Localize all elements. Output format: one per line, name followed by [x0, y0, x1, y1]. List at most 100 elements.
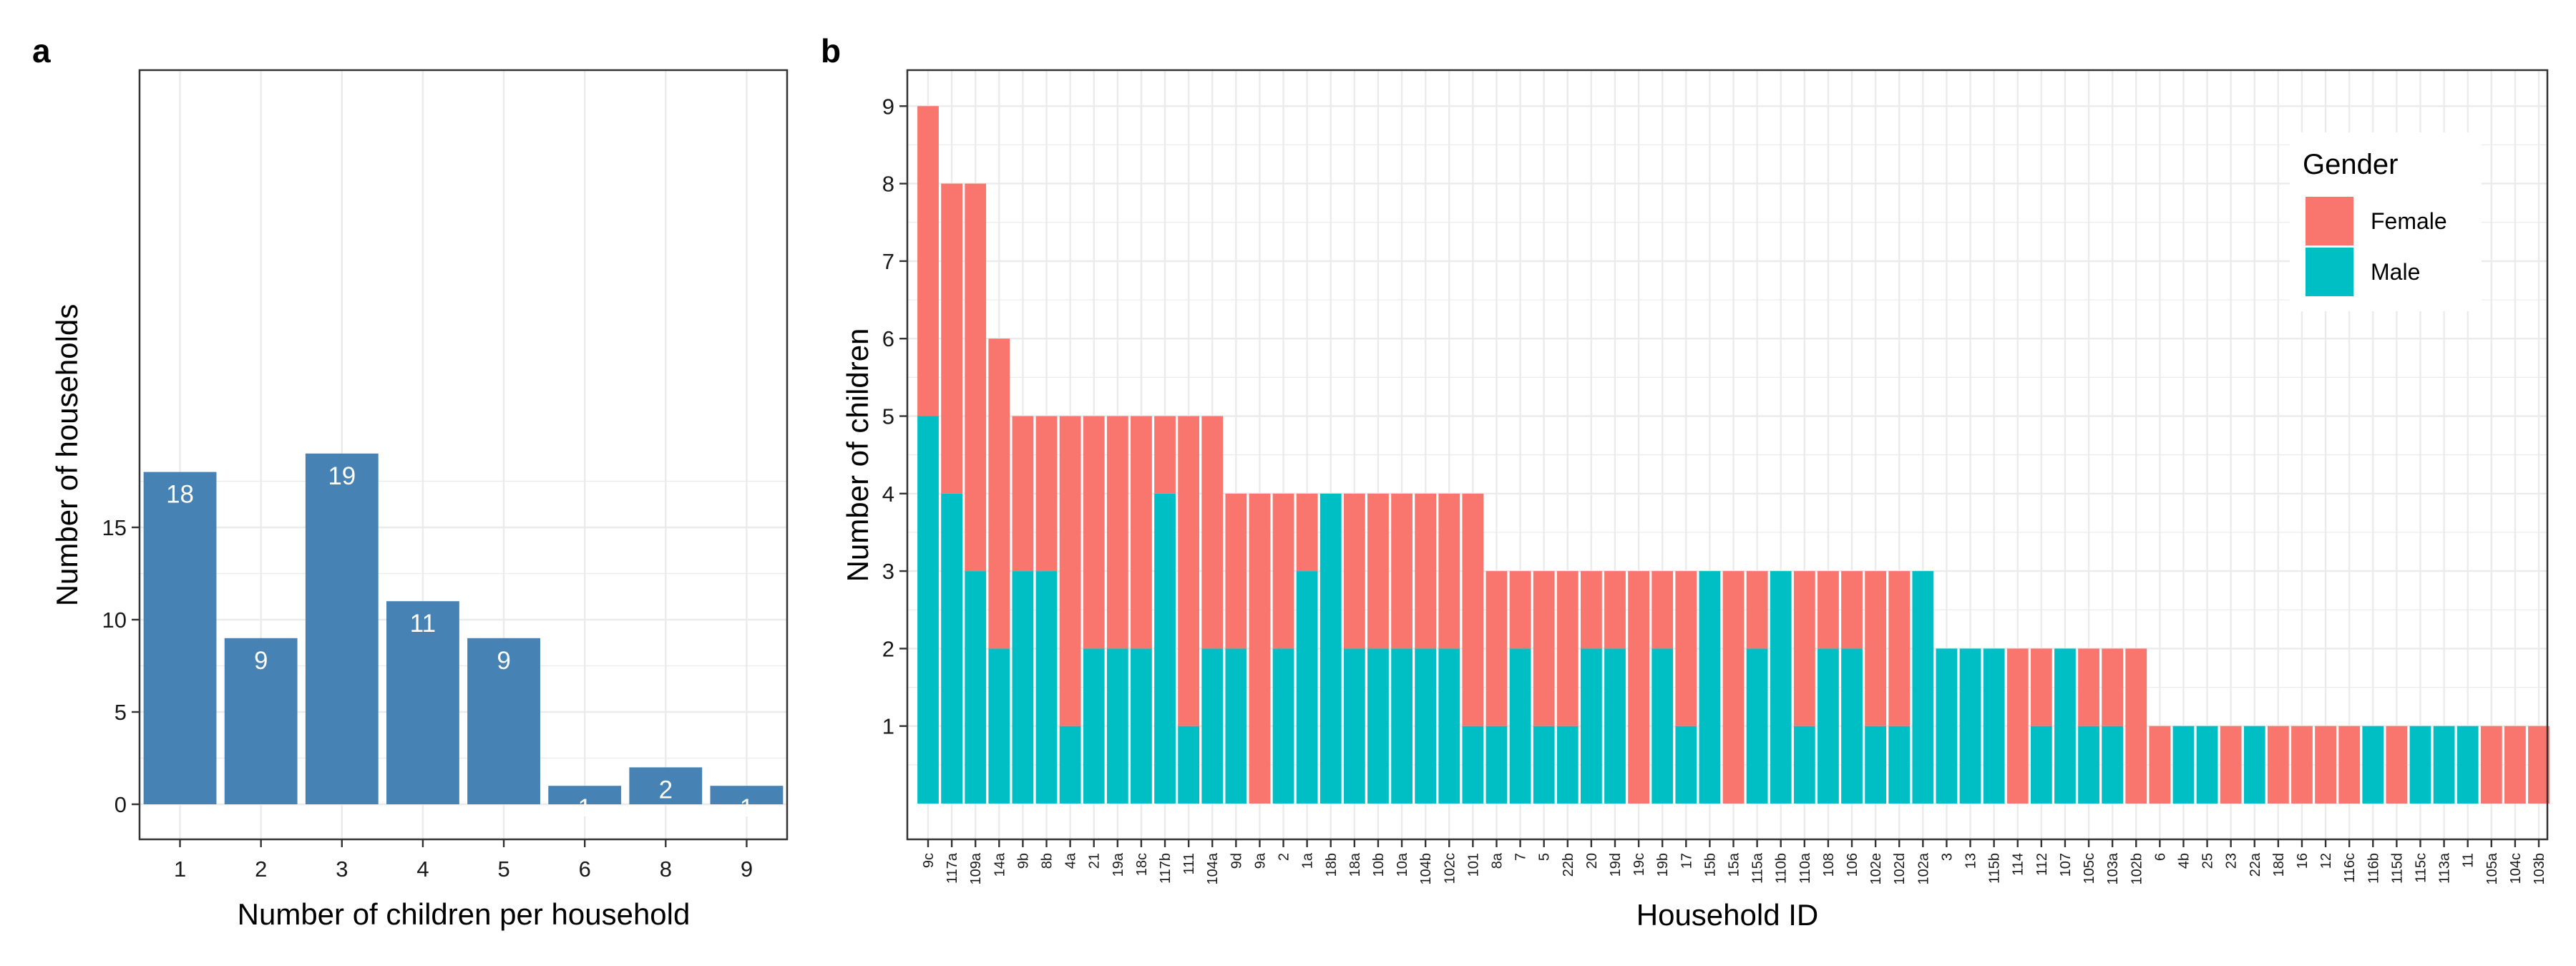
bar-male-9d: [1225, 648, 1247, 804]
x-tick-label: 6: [2152, 853, 2168, 861]
panel-a-y-axis-title: Number of households: [50, 304, 84, 607]
x-tick-label: 25: [2200, 853, 2216, 869]
x-tick-label: 19d: [1608, 853, 1624, 877]
x-tick-label: 4b: [2176, 853, 2192, 869]
bar-female-9b: [1012, 416, 1034, 572]
y-tick-label: 4: [882, 482, 894, 507]
bar-female-101: [1462, 493, 1484, 726]
y-tick-label: 0: [114, 792, 127, 817]
bar-male-18b: [1319, 493, 1342, 804]
bar-female-103a: [2102, 648, 2124, 726]
x-tick-label: 15a: [1727, 852, 1742, 877]
bar-male-10b: [1367, 648, 1389, 804]
legend-swatch-male: [2306, 248, 2353, 296]
bar-female-102e: [1865, 571, 1887, 726]
x-tick-label: 22b: [1561, 853, 1576, 877]
bar-6: [548, 786, 622, 804]
bar-female-102c: [1438, 493, 1460, 649]
bar-male-117b: [1154, 493, 1176, 804]
bar-male-2: [1272, 648, 1294, 804]
x-tick-label: 115d: [2389, 853, 2405, 884]
bar-male-11: [2457, 726, 2479, 804]
bar-male-109a: [965, 571, 987, 804]
x-tick-label: 109a: [968, 852, 984, 884]
y-tick-label: 3: [882, 559, 894, 584]
bar-female-4a: [1059, 416, 1081, 726]
bar-female-19a: [1106, 416, 1128, 649]
bar-female-10a: [1391, 493, 1413, 649]
bar-label-9: 1: [740, 794, 753, 822]
bar-female-115d: [2386, 726, 2408, 804]
bar-label-8: 2: [659, 776, 673, 804]
x-tick-label: 5: [1537, 853, 1553, 861]
bar-female-15a: [1722, 571, 1745, 804]
bar-male-15b: [1699, 571, 1721, 804]
bar-female-106: [1841, 571, 1863, 649]
bar-male-111: [1178, 726, 1200, 804]
bar-male-106: [1841, 648, 1863, 804]
x-tick-label: 18a: [1347, 852, 1363, 877]
x-tick-label: 2: [1277, 853, 1292, 861]
y-tick-label: 5: [882, 404, 894, 429]
x-tick-label: 3: [1939, 853, 1955, 861]
x-tick-label: 12: [2318, 853, 2334, 869]
bar-male-21: [1083, 648, 1105, 804]
bar-female-23: [2220, 726, 2242, 804]
bar-male-3: [1936, 648, 1958, 804]
bar-label-3: 19: [328, 462, 356, 490]
panel-b-x-ticks: 9c 117a 109a 14a 9b 8b 4a 21 19a 18c 117b 111 104a 9d…: [921, 839, 2547, 885]
legend-swatch-female: [2306, 197, 2353, 245]
bar-male-8b: [1035, 571, 1058, 804]
y-tick-label: 10: [102, 608, 127, 633]
bar-label-2: 9: [254, 647, 268, 675]
bar-8: [629, 767, 703, 804]
x-tick-label: 1: [174, 857, 186, 882]
bar-female-21: [1083, 416, 1105, 649]
bar-4: [386, 601, 459, 804]
x-tick-label: 18b: [1324, 853, 1340, 877]
bar-female-8b: [1035, 416, 1058, 572]
bar-female-117a: [941, 183, 962, 494]
bar-male-104b: [1415, 648, 1437, 804]
bar-male-4b: [2172, 726, 2195, 804]
x-tick-label: 105c: [2082, 853, 2097, 884]
bar-female-17: [1675, 571, 1697, 726]
bar-male-25: [2196, 726, 2218, 804]
bar-female-18a: [1343, 493, 1365, 649]
x-tick-label: 17: [1679, 853, 1694, 869]
bar-male-5: [1533, 726, 1555, 804]
y-tick-label: 1: [882, 714, 894, 739]
x-tick-label: 15b: [1702, 853, 1718, 877]
x-tick-label: 106: [1845, 853, 1860, 877]
bar-male-117a: [941, 493, 962, 804]
panel-a: a 18 9 19 11 9 1 2 1 0 5 10 15 1 2 3 4 5 6 8 9 Number of …: [32, 32, 789, 931]
y-tick-label: 2: [882, 636, 894, 661]
bar-male-22a: [2243, 726, 2265, 804]
bar-male-102e: [1865, 726, 1887, 804]
x-tick-label: 4a: [1063, 852, 1079, 869]
panel-a-y-ticks: 0 5 10 15: [102, 515, 140, 817]
x-tick-label: 103b: [2532, 853, 2547, 885]
bar-male-14a: [988, 648, 1010, 804]
x-tick-label: 117b: [1158, 853, 1174, 884]
bar-male-4a: [1059, 726, 1081, 804]
bar-female-114: [2006, 648, 2029, 804]
x-tick-label: 23: [2224, 853, 2240, 869]
bar-male-101: [1462, 726, 1484, 804]
x-tick-label: 102b: [2129, 853, 2145, 885]
x-tick-label: 10a: [1395, 852, 1410, 877]
panel-a-x-ticks: 1 2 3 4 5 6 8 9: [174, 839, 753, 882]
panel-a-letter: a: [32, 32, 51, 69]
bar-male-102a: [1912, 571, 1934, 804]
bar-female-111: [1178, 416, 1200, 726]
bar-female-117b: [1154, 416, 1176, 494]
bar-female-102b: [2125, 648, 2147, 804]
y-tick-label: 8: [882, 172, 894, 197]
y-tick-label: 5: [114, 700, 127, 725]
x-tick-label: 8a: [1489, 852, 1505, 869]
x-tick-label: 104b: [1418, 853, 1434, 885]
x-tick-label: 113a: [2437, 852, 2453, 884]
x-tick-label: 102a: [1916, 852, 1931, 884]
x-tick-label: 102c: [1442, 853, 1458, 884]
